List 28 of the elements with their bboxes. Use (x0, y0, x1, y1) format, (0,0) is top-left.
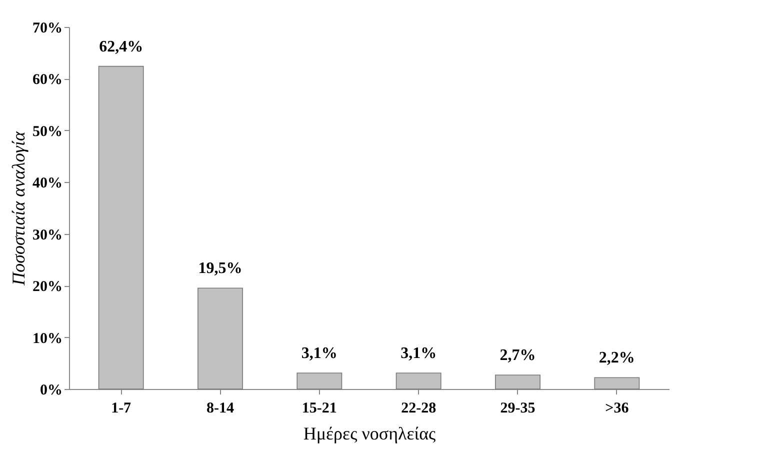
x-tick-label: 29-35 (500, 400, 536, 416)
x-tick-label: 8-14 (206, 400, 234, 416)
bar (296, 372, 342, 390)
bar (98, 66, 144, 390)
y-tick-label: 50% (32, 124, 62, 140)
data-label: 3,1% (400, 344, 437, 362)
y-axis-title: Ποσοστιαία αναλογία (8, 131, 28, 286)
x-tick-label: 15-21 (302, 400, 337, 416)
y-tick-label: 0% (40, 382, 62, 398)
y-tick-label: 30% (32, 227, 62, 244)
bar (594, 377, 640, 390)
data-label: 3,1% (301, 344, 338, 362)
data-label: 2,2% (598, 350, 635, 367)
y-tick-label: 10% (32, 330, 62, 347)
y-tick-label: 40% (32, 176, 62, 192)
data-label: 62,4% (99, 38, 144, 56)
x-tick-label: 1-7 (111, 400, 132, 416)
x-tick-label: >36 (605, 400, 630, 416)
x-axis-title: Ημέρες νοσηλείας (303, 424, 436, 444)
y-tick-label: 70% (32, 20, 62, 36)
bar (396, 372, 442, 390)
y-tick-label: 60% (32, 72, 62, 88)
bar (198, 288, 243, 390)
data-label: 19,5% (198, 260, 242, 278)
y-tick-label: 20% (32, 279, 62, 296)
data-label: 2,7% (500, 347, 536, 364)
x-tick-label: 22-28 (401, 400, 436, 416)
bar (495, 374, 540, 390)
